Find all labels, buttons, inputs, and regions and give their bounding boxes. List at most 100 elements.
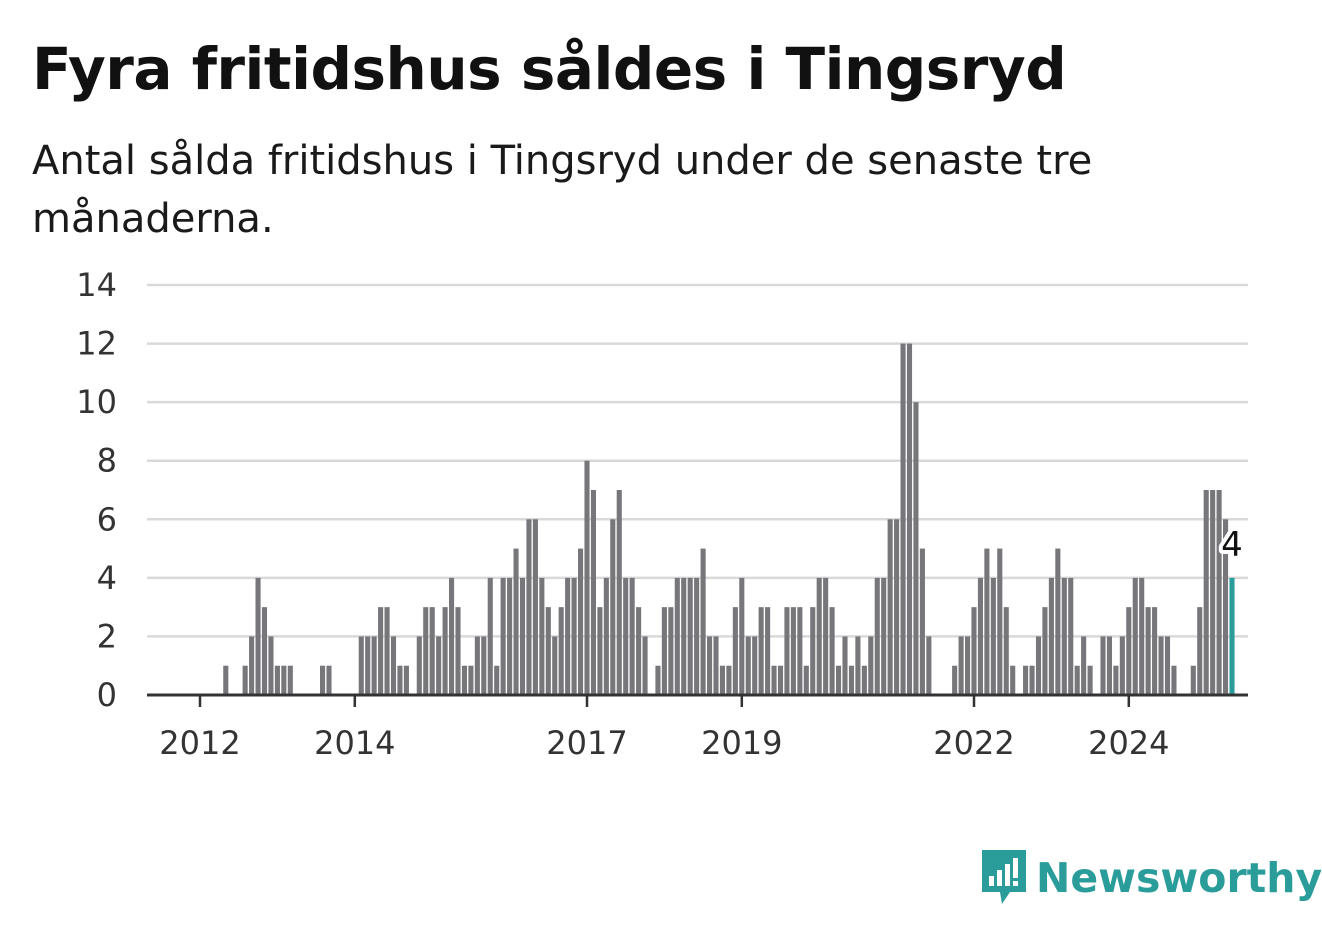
bar <box>481 636 487 695</box>
newsworthy-logo-icon <box>982 850 1026 904</box>
bar <box>526 519 532 695</box>
bar <box>1068 577 1074 695</box>
bar <box>977 577 983 695</box>
bar <box>429 607 435 695</box>
y-tick-label: 6 <box>97 500 117 538</box>
bar <box>629 577 635 695</box>
bar <box>242 665 248 695</box>
bar <box>971 607 977 695</box>
bar <box>642 636 648 695</box>
bar <box>823 577 829 695</box>
bar <box>261 607 268 695</box>
bar <box>610 519 616 695</box>
bar <box>739 577 745 695</box>
bar <box>887 519 893 695</box>
bar <box>848 665 854 695</box>
bar <box>552 636 558 695</box>
bar <box>997 548 1003 695</box>
bar <box>461 665 467 695</box>
bar <box>842 636 848 695</box>
bar <box>249 636 255 695</box>
bar <box>661 607 667 695</box>
bar <box>1087 665 1093 695</box>
bar <box>500 577 506 695</box>
bar <box>1003 607 1009 695</box>
bar <box>416 636 422 695</box>
x-tick-label: 2022 <box>933 724 1014 762</box>
bar <box>1023 665 1029 695</box>
bar <box>365 636 371 695</box>
bar <box>378 607 384 695</box>
bar <box>771 665 777 695</box>
bar <box>1113 665 1119 695</box>
bar <box>900 343 906 695</box>
bar <box>984 548 990 695</box>
annotation-label: 4 <box>1221 525 1243 565</box>
bar <box>1126 607 1132 695</box>
y-tick-label: 4 <box>97 559 117 597</box>
bar <box>494 665 500 695</box>
bar <box>468 665 474 695</box>
bar <box>894 519 900 695</box>
bar <box>371 636 377 695</box>
bar <box>1190 665 1196 695</box>
bar <box>1035 636 1042 695</box>
bar <box>919 548 925 695</box>
bar <box>906 343 913 695</box>
bar <box>449 577 455 695</box>
bar <box>442 607 448 695</box>
bar <box>1055 548 1061 695</box>
bar <box>255 577 261 695</box>
bar <box>694 577 700 695</box>
bar <box>545 607 551 695</box>
bar <box>616 490 622 695</box>
bar <box>590 490 596 695</box>
bar <box>1074 665 1080 695</box>
bar <box>390 636 397 695</box>
bar <box>558 607 564 695</box>
bar <box>403 665 409 695</box>
y-tick-label: 0 <box>97 676 117 714</box>
chart-subtitle: Antal sålda fritidshus i Tingsryd under … <box>32 138 1093 242</box>
bar <box>687 577 693 695</box>
brand-logo: Newsworthy <box>980 848 1322 908</box>
bar <box>926 636 932 695</box>
bar <box>765 607 771 695</box>
bar <box>1081 636 1087 695</box>
bar <box>707 636 713 695</box>
bar <box>655 665 661 695</box>
bar <box>668 607 674 695</box>
bar <box>578 548 584 695</box>
bar <box>726 665 732 695</box>
bar <box>223 665 229 695</box>
bar <box>1042 607 1048 695</box>
bar <box>397 665 403 695</box>
bar <box>881 577 887 695</box>
bar <box>1145 607 1151 695</box>
bar <box>1223 519 1229 695</box>
bar <box>1210 490 1216 695</box>
bar <box>603 577 609 695</box>
bar <box>681 577 687 695</box>
bar <box>913 402 919 695</box>
bar <box>836 665 842 695</box>
bar <box>636 607 642 695</box>
bar <box>784 607 790 695</box>
x-tick-label: 2012 <box>159 724 240 762</box>
bar <box>1139 577 1145 695</box>
bar <box>874 577 880 695</box>
bar <box>532 519 538 695</box>
bar <box>1010 665 1016 695</box>
bar <box>1158 636 1164 695</box>
y-tick-label: 2 <box>97 617 117 655</box>
bar <box>1119 636 1125 695</box>
bar <box>474 636 480 695</box>
bar <box>268 636 274 695</box>
bar <box>965 636 971 695</box>
bar <box>597 607 603 695</box>
bar <box>758 607 764 695</box>
bar <box>958 636 964 695</box>
bar <box>1100 636 1106 695</box>
bar <box>868 636 874 695</box>
bar <box>423 607 429 695</box>
